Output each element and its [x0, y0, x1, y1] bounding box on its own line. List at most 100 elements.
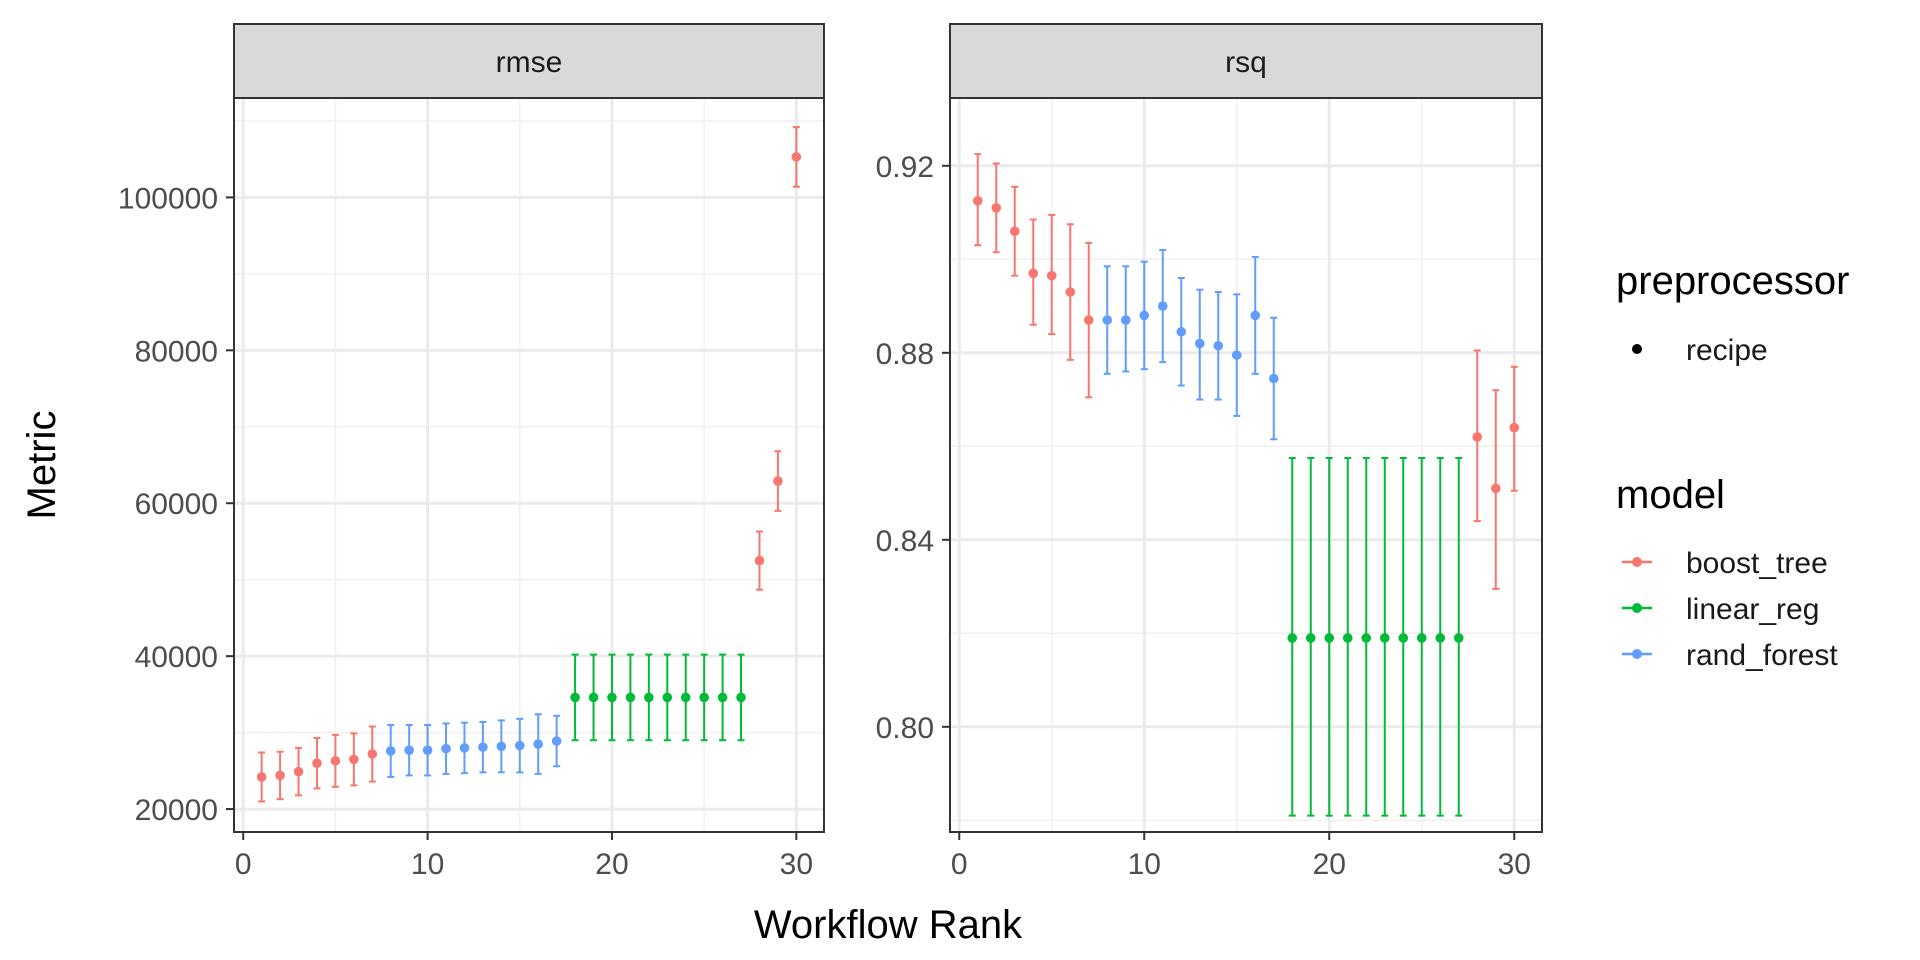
y-tick-label: 0.84 [876, 525, 934, 558]
data-point-rmse-rank-14 [496, 719, 507, 774]
y-tick-label: 60000 [135, 488, 218, 521]
data-point-rmse-rank-25 [699, 653, 709, 742]
y-tick-label: 0.88 [876, 338, 934, 371]
point-marker [551, 736, 562, 746]
data-point-rsq-rank-25 [1416, 456, 1427, 817]
data-point-rmse-rank-11 [441, 722, 451, 775]
point-marker [514, 740, 525, 751]
panel-rsq: rsq 0 10 20 30 0.80 0.84 0.88 0.92 [876, 23, 1543, 881]
point-marker [1490, 483, 1501, 494]
panel-rmse-border [233, 97, 825, 833]
x-tick-label: 20 [1313, 848, 1346, 881]
data-point-rsq-rank-19 [1305, 456, 1316, 817]
x-tick-label: 30 [1498, 848, 1531, 881]
data-point-rsq-rank-15 [1231, 293, 1242, 417]
point-marker [972, 196, 983, 206]
data-point-rmse-rank-16 [533, 713, 544, 775]
data-point-rsq-rank-1 [972, 153, 983, 247]
point-marker [1083, 315, 1094, 325]
point-marker [1176, 326, 1187, 337]
panel-rsq-border [949, 97, 1543, 833]
legend-key-rand-forest [1632, 649, 1642, 659]
data-point-rsq-rank-23 [1379, 456, 1390, 817]
point-marker [459, 743, 470, 753]
point-marker [1194, 338, 1205, 349]
point-marker [991, 203, 1002, 213]
data-point-rsq-rank-29 [1490, 389, 1501, 590]
x-tick-label: 30 [780, 848, 813, 881]
data-point-rsq-rank-22 [1361, 456, 1372, 817]
data-point-rmse-rank-1 [256, 751, 267, 803]
y-tick-label: 0.80 [876, 712, 934, 745]
point-marker [312, 758, 322, 768]
data-point-rmse-rank-18 [570, 653, 580, 742]
point-marker [791, 152, 802, 162]
point-marker [699, 692, 709, 703]
data-point-rsq-rank-17 [1268, 316, 1279, 441]
point-marker [1398, 633, 1409, 643]
data-point-rmse-rank-30 [791, 126, 802, 188]
y-tick-label: 20000 [135, 794, 218, 827]
point-marker [1509, 422, 1520, 433]
point-marker [1472, 432, 1483, 442]
x-axis-title: Workflow Rank [754, 903, 1023, 947]
point-marker [1361, 633, 1372, 643]
x-tick-label: 10 [1128, 848, 1161, 881]
data-point-rsq-rank-24 [1398, 456, 1409, 817]
data-point-rsq-rank-4 [1028, 218, 1039, 326]
data-point-rmse-rank-7 [367, 725, 378, 783]
data-point-rsq-rank-7 [1083, 241, 1094, 399]
legend-label-recipe: recipe [1686, 334, 1768, 367]
point-marker [1342, 633, 1353, 643]
data-point-rsq-rank-3 [1009, 185, 1020, 277]
point-marker [1435, 633, 1446, 643]
point-marker [533, 739, 544, 749]
point-marker [1046, 270, 1057, 281]
point-marker [496, 741, 507, 752]
point-marker [1157, 301, 1168, 311]
point-marker [1287, 633, 1298, 643]
data-point-rmse-rank-13 [478, 720, 488, 774]
data-point-rmse-rank-26 [717, 653, 728, 742]
data-point-rmse-rank-5 [330, 733, 341, 788]
data-point-rmse-rank-4 [312, 736, 322, 790]
data-point-rmse-rank-8 [385, 723, 396, 778]
point-marker [570, 692, 580, 703]
data-point-rsq-rank-13 [1194, 288, 1205, 401]
legend-label-boost-tree: boost_tree [1686, 547, 1828, 580]
data-point-rmse-rank-27 [736, 653, 746, 742]
point-marker [1305, 633, 1316, 643]
point-marker [349, 754, 359, 765]
point-marker [367, 749, 378, 759]
legend-title-model: model [1616, 473, 1725, 517]
point-marker [662, 692, 673, 703]
point-marker [1379, 633, 1390, 643]
data-point-rsq-rank-26 [1435, 456, 1446, 817]
point-marker [1213, 340, 1224, 351]
point-marker [1324, 633, 1335, 643]
legend: preprocessor recipe model boost_tree lin… [1616, 259, 1849, 672]
point-marker [1416, 633, 1427, 643]
data-point-rsq-rank-10 [1139, 260, 1150, 371]
data-point-rmse-rank-3 [293, 746, 304, 797]
data-point-rsq-rank-27 [1453, 456, 1464, 817]
data-point-rsq-rank-6 [1065, 223, 1076, 361]
point-marker [607, 692, 617, 703]
point-marker [1028, 268, 1039, 279]
data-point-rsq-rank-11 [1157, 248, 1168, 364]
data-point-rsq-rank-30 [1509, 365, 1520, 492]
point-marker [1453, 633, 1464, 643]
panel-rsq-strip [949, 23, 1543, 99]
data-point-rsq-rank-20 [1324, 456, 1335, 817]
y-axis-title: Metric [20, 411, 64, 520]
data-point-rmse-rank-15 [514, 717, 525, 774]
data-point-rsq-rank-28 [1472, 349, 1483, 523]
y-tick-label: 80000 [135, 335, 218, 368]
data-point-rmse-rank-19 [588, 653, 599, 742]
point-marker [1065, 287, 1076, 297]
x-tick-label: 20 [595, 848, 628, 881]
panel-rsq-background [950, 98, 1542, 832]
point-marker [478, 742, 488, 752]
legend-key-linear-reg [1632, 603, 1642, 613]
